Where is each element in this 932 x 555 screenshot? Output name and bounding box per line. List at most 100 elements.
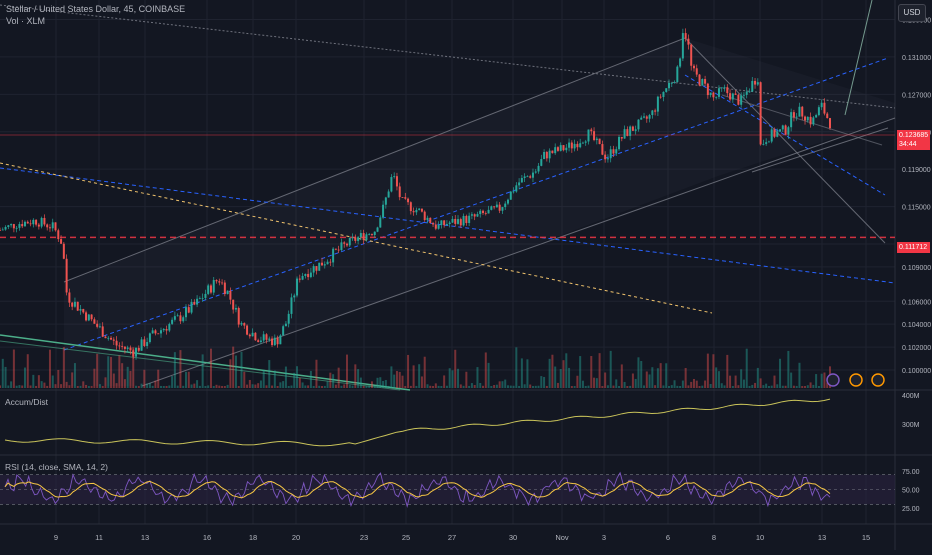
candle-body [82, 309, 85, 313]
volume-bar [26, 354, 29, 388]
accum-axis-label: 400M [902, 393, 920, 400]
volume-bar [240, 351, 243, 388]
volume-bar [706, 353, 709, 388]
candle-body [573, 143, 576, 149]
candle-body [584, 141, 587, 143]
volume-bar [790, 372, 793, 388]
volume-bar [690, 381, 693, 388]
volume-bar [143, 369, 146, 388]
time-axis-label: 10 [756, 533, 764, 542]
volume-bar [776, 384, 779, 388]
candle-body [0, 229, 1, 231]
candle-body [337, 249, 340, 251]
candle-body [26, 221, 29, 224]
candle-body [781, 125, 784, 130]
volume-bar [357, 369, 360, 388]
candle-body [51, 222, 54, 229]
volume-bar [606, 385, 609, 388]
volume-bar [759, 378, 762, 388]
volume-bar [187, 371, 190, 388]
volume-bar [770, 385, 773, 388]
volume-bar [304, 385, 307, 388]
volume-bar [332, 374, 335, 388]
volume-bar [329, 372, 332, 388]
candle-body [798, 106, 801, 117]
candle-body [704, 79, 707, 84]
candle-body [196, 298, 199, 305]
candle-body [132, 350, 135, 357]
volume-bar [584, 385, 587, 388]
candle-body [290, 297, 293, 314]
candle-body [54, 222, 57, 231]
volume-bar [737, 385, 740, 388]
candle-body [479, 210, 482, 215]
candle-body [712, 92, 715, 98]
volume-bar [579, 356, 582, 388]
candle-body [312, 266, 315, 273]
candle-body [68, 292, 71, 303]
candle-body [451, 218, 454, 223]
candle-body [640, 117, 643, 120]
accum-dist-label[interactable]: Accum/Dist [5, 397, 48, 407]
candle-body [12, 224, 15, 229]
candle-body [201, 297, 204, 299]
symbol-title[interactable]: Stellar / United States Dollar, 45, COIN… [6, 4, 186, 14]
volume-bar [509, 385, 512, 388]
candle-body [218, 281, 221, 283]
candle-body [379, 217, 382, 228]
candle-body [823, 102, 826, 114]
candle-body [556, 147, 559, 151]
rsi-label[interactable]: RSI (14, close, SMA, 14, 2) [5, 462, 108, 472]
volume-bar [184, 371, 187, 388]
time-axis-label: 9 [54, 533, 58, 542]
rsi-axis-label: 75.00 [902, 469, 920, 476]
volume-bar [123, 379, 126, 388]
candle-body [709, 92, 712, 96]
candle-body [618, 136, 621, 150]
candle-body [179, 315, 182, 322]
volume-bar [715, 367, 718, 388]
volume-bar [742, 379, 745, 388]
volume-bar [648, 374, 651, 388]
accum-dist-line [4, 398, 831, 447]
volume-bar [351, 385, 354, 388]
candle-body [362, 233, 365, 241]
candle-body [731, 93, 734, 100]
candle-body [637, 119, 640, 130]
candle-body [545, 151, 548, 159]
candle-body [298, 278, 301, 280]
volume-bar [448, 368, 451, 388]
volume-bar [482, 385, 485, 388]
candle-body [354, 237, 357, 241]
candle-body [815, 115, 818, 118]
volume-bar [237, 385, 240, 388]
volume-bar [309, 370, 312, 388]
volume-bar [68, 385, 71, 388]
candle-body [776, 131, 779, 137]
volume-label[interactable]: Vol · XLM [6, 16, 46, 26]
volume-bar [645, 371, 648, 388]
candle-body [226, 290, 229, 295]
candle-body [368, 234, 371, 235]
currency-button[interactable]: USD [898, 4, 926, 22]
volume-bar [282, 381, 285, 388]
volume-bar [362, 385, 365, 388]
volume-bar [57, 369, 60, 388]
candle-body [512, 191, 515, 193]
candle-body [29, 223, 32, 225]
candle-body [720, 87, 723, 89]
volume-bar [0, 385, 1, 388]
candle-body [18, 224, 21, 228]
volume-bar [815, 374, 818, 388]
candle-body [268, 338, 271, 340]
candle-body [609, 149, 612, 159]
volume-bar [212, 385, 215, 388]
candle-body [204, 293, 207, 298]
level-price-tag: 0.111712 [897, 242, 930, 253]
candle-body [432, 223, 435, 225]
volume-bar [284, 366, 287, 388]
countdown-value: 34:44 [899, 141, 917, 148]
volume-bar [748, 385, 751, 388]
candle-body [745, 91, 748, 95]
